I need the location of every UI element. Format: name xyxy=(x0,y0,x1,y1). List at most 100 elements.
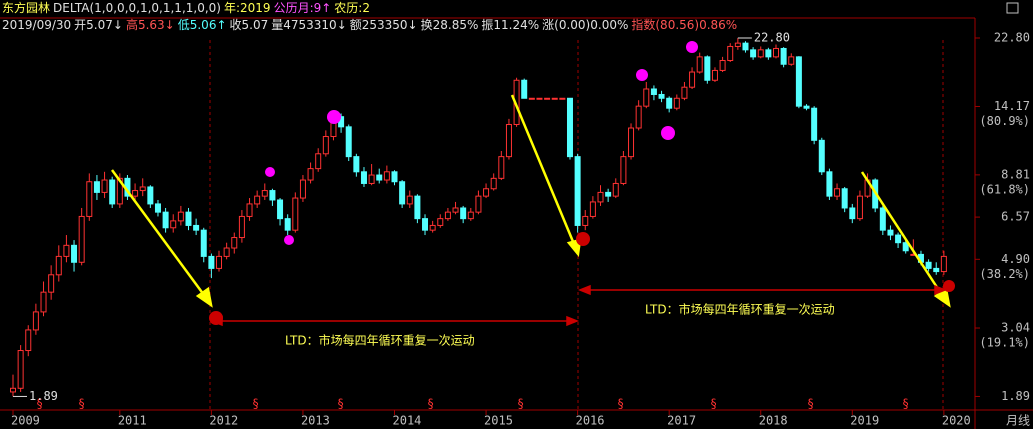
candle-body xyxy=(452,207,459,213)
candle-body xyxy=(628,127,635,158)
dividend-mark: § xyxy=(36,397,43,411)
dividend-mark: § xyxy=(710,397,717,411)
arrow-head xyxy=(566,315,580,327)
arrow-head xyxy=(566,238,582,257)
candle-body xyxy=(528,97,535,100)
candle-body xyxy=(795,56,802,107)
y-tick-label: 8.81 xyxy=(1001,167,1030,181)
x-tick-label: 2020 xyxy=(942,414,971,428)
candle-body xyxy=(71,244,78,263)
fib-label: (61.8%) xyxy=(979,182,1030,196)
x-tick-label: 2016 xyxy=(576,414,605,428)
header-item: 东方园林 xyxy=(2,1,51,15)
dots xyxy=(209,41,955,325)
candle-body xyxy=(162,211,169,229)
candle-body xyxy=(696,56,703,73)
candle-body xyxy=(658,93,665,99)
signal-dot xyxy=(661,126,675,140)
x-tick-label: 2009 xyxy=(11,414,40,428)
candle-body xyxy=(32,311,39,331)
candle-body xyxy=(895,234,902,244)
x-tick-label: 2012 xyxy=(209,414,238,428)
candle-body xyxy=(826,171,833,197)
candle-body xyxy=(101,179,108,193)
candle-body xyxy=(345,126,352,158)
candle-body xyxy=(185,211,192,226)
trend-arrow xyxy=(110,169,206,296)
candle-body xyxy=(322,136,329,155)
candle-body xyxy=(551,97,558,100)
candle-body xyxy=(299,179,306,199)
candle-body xyxy=(437,218,444,226)
x-tick-label: 2011 xyxy=(118,414,147,428)
signal-dot xyxy=(284,235,294,245)
x-tick-label: 2015 xyxy=(484,414,513,428)
candle-body xyxy=(788,56,795,65)
candle-body xyxy=(597,191,604,203)
candle-body xyxy=(444,211,451,220)
candle-body xyxy=(208,255,215,269)
candle-body xyxy=(666,97,673,109)
max-label: 22.80 xyxy=(754,31,790,45)
dividend-mark: § xyxy=(902,397,909,411)
candle-body xyxy=(490,177,497,190)
candle-body xyxy=(93,181,100,193)
candle-body xyxy=(803,105,810,109)
candle-body xyxy=(284,218,291,231)
candle-body xyxy=(933,267,940,273)
period-label[interactable]: 月线 xyxy=(1006,414,1030,428)
candle-body xyxy=(582,215,589,226)
overlay xyxy=(110,94,951,308)
y-tick-label: 1.89 xyxy=(1001,389,1030,403)
x-tick-label: 2018 xyxy=(759,414,788,428)
candle-body xyxy=(170,220,177,229)
candle-body xyxy=(750,49,757,58)
header-item: 换28.85% xyxy=(420,18,479,32)
dividend-marks: § § § § § § § § § § xyxy=(36,397,909,411)
y-tick-label: 22.80 xyxy=(994,31,1030,45)
dividend-mark: § xyxy=(617,397,624,411)
candle-body xyxy=(307,168,314,181)
candle-body xyxy=(269,190,276,201)
header-item: 收5.07 xyxy=(229,18,269,32)
window-icon[interactable] xyxy=(1006,2,1019,14)
candle-body xyxy=(231,237,238,249)
candle-body xyxy=(612,182,619,197)
dividend-mark: § xyxy=(807,397,814,411)
candle-body xyxy=(25,329,32,352)
candle-body xyxy=(48,274,55,293)
candle-body xyxy=(711,69,718,81)
candle-body xyxy=(681,86,688,99)
candle-body xyxy=(841,188,848,209)
candle-body xyxy=(475,195,482,213)
candle-body xyxy=(643,88,650,107)
header-item: 低5.06↑ xyxy=(177,18,227,32)
candle-body xyxy=(277,199,284,220)
candle-body xyxy=(17,350,24,389)
candle-body xyxy=(620,156,627,184)
candle-body xyxy=(689,71,696,88)
candle-body xyxy=(773,47,779,58)
candle-body xyxy=(505,124,512,158)
dividend-mark: § xyxy=(337,397,344,411)
candle-body xyxy=(811,107,818,141)
candle-body xyxy=(734,42,741,47)
candle-body xyxy=(406,195,413,205)
arrow-head xyxy=(933,286,951,308)
candle-body xyxy=(116,177,123,205)
candle-body xyxy=(376,174,383,181)
candle-body xyxy=(521,79,528,99)
candle-body xyxy=(719,60,726,71)
header-item: 涨(0.00)0.00% xyxy=(542,18,629,32)
candle-body xyxy=(109,179,116,205)
candle-body xyxy=(254,195,261,205)
candle-body xyxy=(589,201,596,217)
fib-label: (38.2%) xyxy=(979,267,1030,281)
header-item: 公历月:9↑ xyxy=(273,1,332,15)
candle-body xyxy=(261,190,268,197)
header-item: 农历:2 xyxy=(334,1,370,15)
arrow-head xyxy=(195,286,213,308)
candle-body xyxy=(757,49,764,58)
candle-body xyxy=(544,97,551,100)
